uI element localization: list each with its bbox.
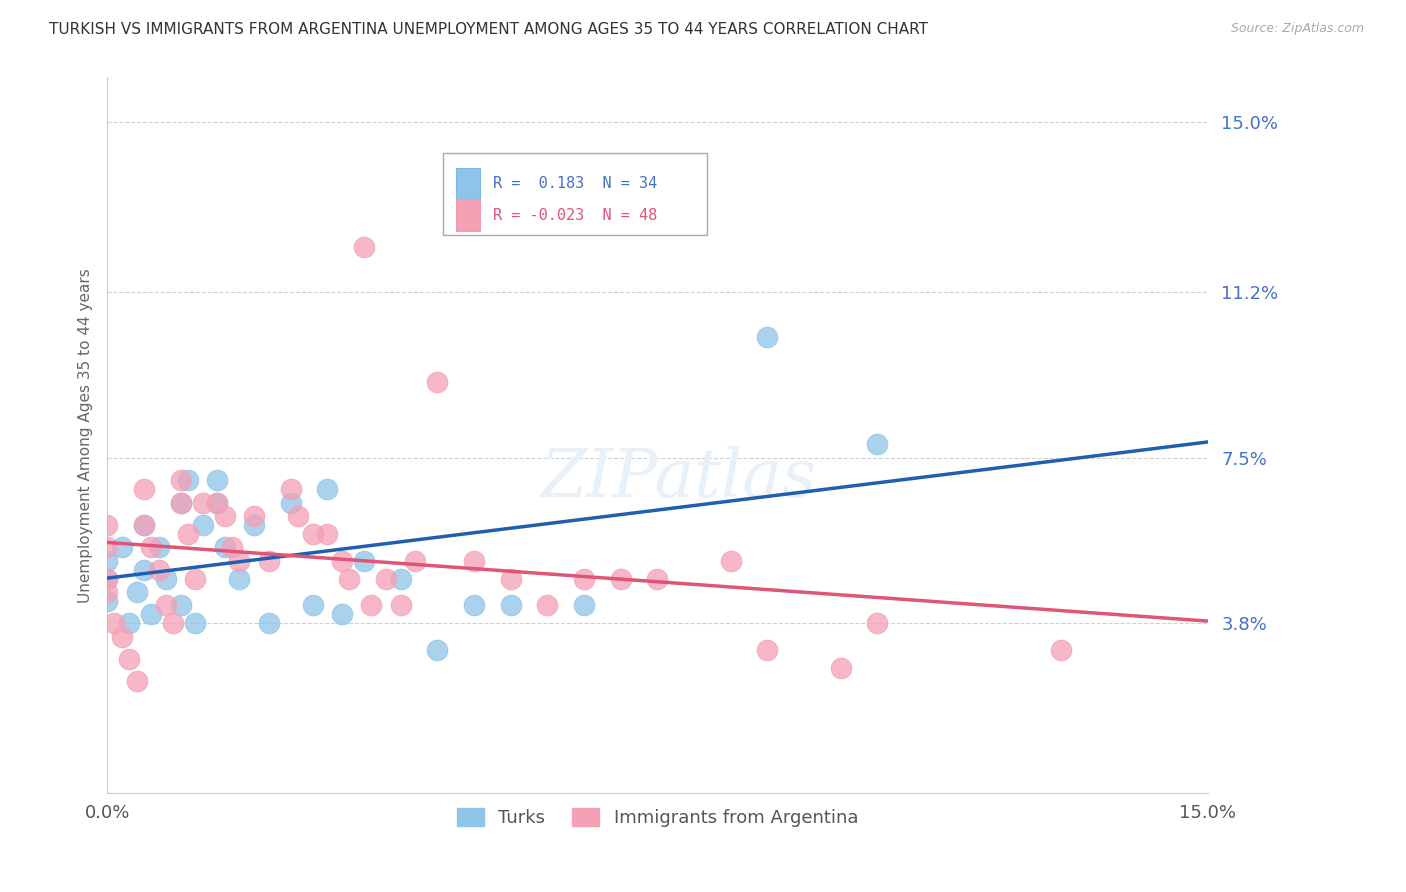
Point — [132, 482, 155, 496]
Point — [191, 495, 214, 509]
Point — [257, 554, 280, 568]
Point — [337, 572, 360, 586]
Point — [280, 482, 302, 496]
Point — [132, 517, 155, 532]
Point — [572, 599, 595, 613]
Point — [125, 674, 148, 689]
Point — [177, 526, 200, 541]
Point — [169, 473, 191, 487]
Point — [360, 599, 382, 613]
Point — [287, 508, 309, 523]
Point — [169, 495, 191, 509]
Point — [257, 616, 280, 631]
Point — [96, 572, 118, 586]
Point — [132, 517, 155, 532]
Legend: Turks, Immigrants from Argentina: Turks, Immigrants from Argentina — [450, 801, 865, 834]
Point — [96, 594, 118, 608]
Point — [316, 482, 339, 496]
Point — [191, 517, 214, 532]
Point — [426, 375, 449, 389]
Point — [162, 616, 184, 631]
Point — [866, 437, 889, 451]
Point — [463, 554, 485, 568]
Point — [141, 541, 163, 555]
Point — [316, 526, 339, 541]
Point — [353, 240, 375, 254]
Point — [374, 572, 396, 586]
Point — [404, 554, 426, 568]
Text: R =  0.183  N = 34: R = 0.183 N = 34 — [494, 177, 658, 192]
Point — [96, 585, 118, 599]
Point — [155, 599, 177, 613]
Point — [353, 554, 375, 568]
Point — [118, 652, 141, 666]
Text: ZIPatlas: ZIPatlas — [541, 446, 817, 511]
Point — [177, 473, 200, 487]
Point — [184, 616, 207, 631]
Point — [111, 541, 134, 555]
Point — [647, 572, 669, 586]
Point — [205, 473, 228, 487]
FancyBboxPatch shape — [456, 168, 481, 200]
Point — [243, 508, 266, 523]
Point — [221, 541, 243, 555]
FancyBboxPatch shape — [456, 199, 481, 231]
Point — [132, 563, 155, 577]
Point — [118, 616, 141, 631]
Point — [301, 599, 323, 613]
Point — [96, 554, 118, 568]
Point — [111, 630, 134, 644]
Point — [103, 616, 125, 631]
Point — [1049, 643, 1071, 657]
Point — [301, 526, 323, 541]
Y-axis label: Unemployment Among Ages 35 to 44 years: Unemployment Among Ages 35 to 44 years — [79, 268, 93, 603]
Point — [280, 495, 302, 509]
Point — [830, 661, 852, 675]
Point — [866, 616, 889, 631]
Point — [169, 495, 191, 509]
Point — [389, 572, 412, 586]
Text: R = -0.023  N = 48: R = -0.023 N = 48 — [494, 208, 658, 223]
Point — [155, 572, 177, 586]
Point — [426, 643, 449, 657]
Point — [141, 607, 163, 622]
Point — [96, 517, 118, 532]
Point — [389, 599, 412, 613]
Point — [214, 508, 236, 523]
Point — [228, 554, 250, 568]
Point — [205, 495, 228, 509]
Point — [228, 572, 250, 586]
Point — [756, 330, 779, 344]
Point — [572, 572, 595, 586]
Point — [536, 599, 558, 613]
Point — [214, 541, 236, 555]
Point — [169, 599, 191, 613]
Point — [148, 563, 170, 577]
Point — [756, 643, 779, 657]
Point — [499, 572, 522, 586]
Point — [148, 541, 170, 555]
Point — [205, 495, 228, 509]
Point — [96, 541, 118, 555]
Point — [330, 554, 353, 568]
Point — [720, 554, 742, 568]
Point — [243, 517, 266, 532]
Point — [499, 599, 522, 613]
Point — [609, 572, 631, 586]
Text: TURKISH VS IMMIGRANTS FROM ARGENTINA UNEMPLOYMENT AMONG AGES 35 TO 44 YEARS CORR: TURKISH VS IMMIGRANTS FROM ARGENTINA UNE… — [49, 22, 928, 37]
Point — [184, 572, 207, 586]
Point — [463, 599, 485, 613]
FancyBboxPatch shape — [443, 153, 707, 235]
Point — [330, 607, 353, 622]
Point — [125, 585, 148, 599]
Point — [96, 572, 118, 586]
Text: Source: ZipAtlas.com: Source: ZipAtlas.com — [1230, 22, 1364, 36]
